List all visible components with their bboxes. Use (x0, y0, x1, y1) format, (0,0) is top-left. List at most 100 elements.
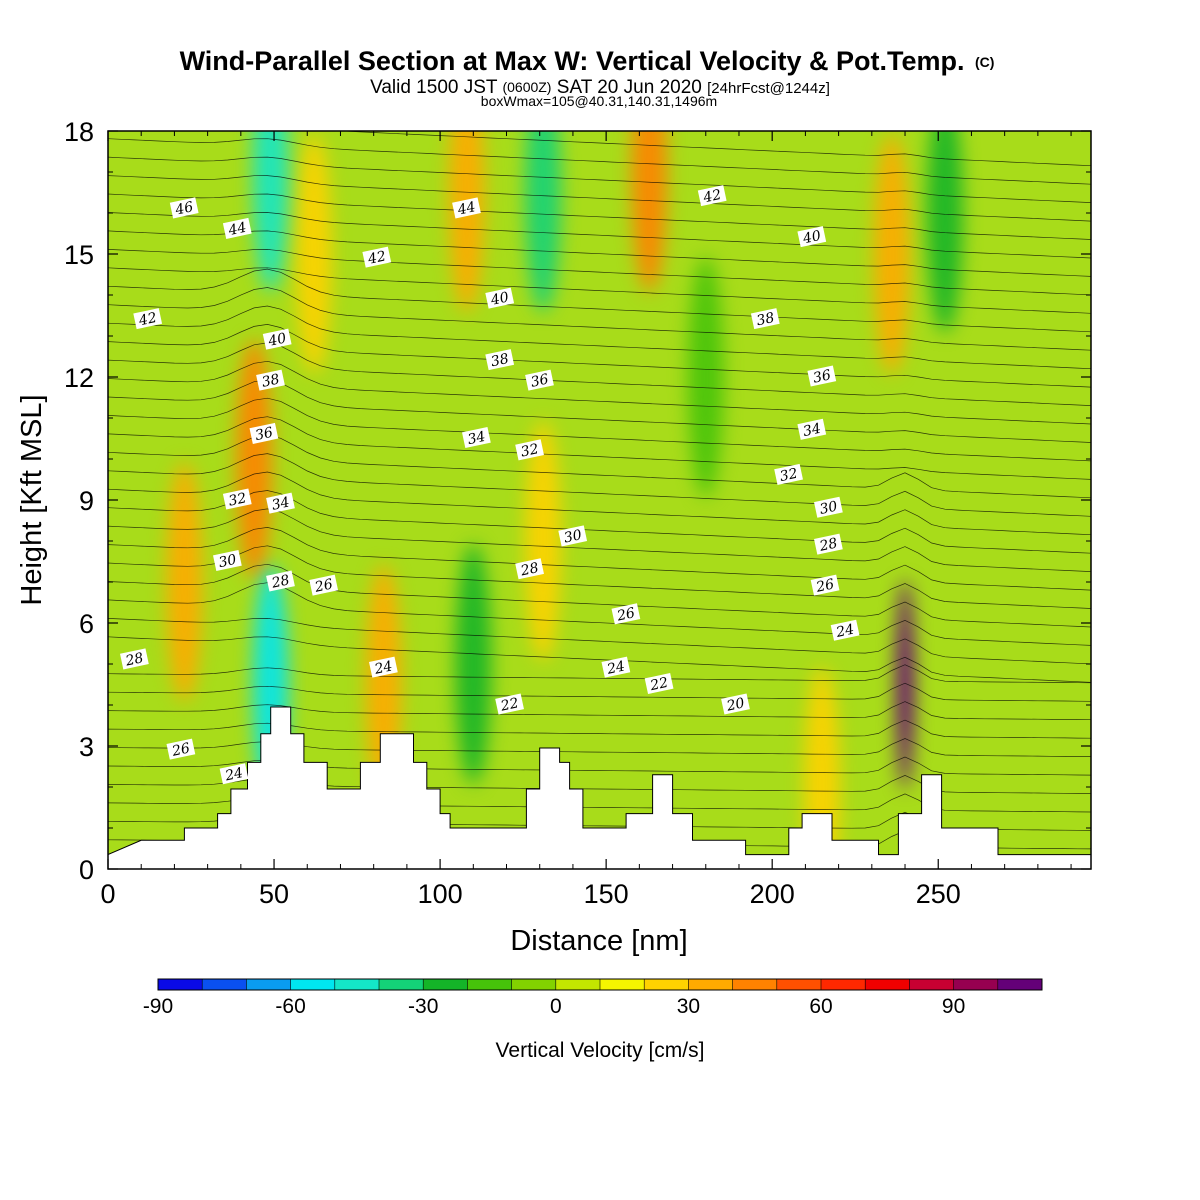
theta-contour-label: 40 (797, 226, 827, 248)
theta-label-text: 38 (755, 310, 776, 329)
theta-label-text: 44 (226, 220, 248, 240)
theta-contour-line (108, 305, 1091, 370)
colorbar-swatch (821, 979, 866, 990)
theta-contour-label: 38 (256, 369, 285, 391)
theta-label-box (249, 422, 279, 444)
colorbar-swatch (467, 979, 512, 990)
theta-contour-label: 24 (219, 763, 249, 785)
velocity-feature (873, 134, 910, 374)
theta-contour-label: 32 (774, 463, 803, 485)
theta-label-text: 24 (223, 765, 245, 785)
theta-label-box (774, 463, 803, 485)
theta-label-text: 30 (217, 552, 238, 571)
theta-label-text: 24 (372, 658, 394, 678)
theta-contour-line (108, 212, 1091, 259)
theta-contour-label: 36 (525, 369, 554, 391)
theta-label-text: 28 (817, 535, 839, 555)
theta-label-box (525, 369, 554, 391)
theta-label-text: 40 (489, 289, 511, 309)
theta-label-text: 32 (778, 466, 799, 485)
theta-contour-line (108, 360, 1091, 425)
theta-label-text: 46 (173, 199, 195, 219)
velocity-feature (455, 544, 492, 784)
colorbar-swatch (290, 979, 336, 990)
colorbar-swatch (423, 979, 468, 990)
theta-contour-label: 30 (814, 496, 843, 518)
theta-label-box (750, 308, 780, 330)
theta-label-box (256, 369, 285, 391)
theta-contour-line (108, 416, 1091, 480)
theta-label-text: 40 (801, 228, 823, 248)
colorbar-tick-label: 0 (550, 995, 562, 1018)
theta-label-text: 24 (605, 658, 627, 678)
theta-label-text: 36 (254, 425, 275, 444)
theta-label-text: 40 (266, 330, 288, 350)
theta-label-box (830, 619, 860, 641)
theta-label-box (462, 426, 491, 449)
colorbar: -90 -60 -30 0 30 60 90 (143, 978, 1043, 1018)
colorbar-swatch (909, 979, 954, 990)
theta-label-box (213, 549, 242, 572)
theta-contour-line (108, 175, 1091, 222)
colorbar-swatch (202, 979, 247, 990)
theta-label-box (644, 672, 674, 695)
theta-label-box (120, 648, 149, 670)
theta-contour-line (108, 636, 1091, 683)
y-tick-label: 9 (79, 486, 94, 516)
theta-label-text: 20 (724, 695, 746, 715)
theta-label-text: 26 (814, 576, 836, 596)
theta-label-text: 36 (529, 371, 550, 390)
colorbar-tick-label: -30 (408, 995, 438, 1018)
theta-contour-line (108, 268, 1091, 333)
theta-contour-line (108, 701, 1091, 721)
velocity-feature (252, 131, 289, 292)
colorbar-swatch (600, 979, 645, 990)
theta-label-text: 44 (455, 199, 477, 219)
theta-label-text: 22 (648, 675, 670, 695)
theta-contour-label: 38 (485, 349, 515, 371)
theta-label-box (485, 349, 515, 371)
theta-contour-label: 34 (462, 426, 491, 449)
theta-label-text: 42 (137, 310, 159, 330)
theta-contour-label: 42 (362, 246, 392, 268)
theta-label-text: 28 (518, 560, 540, 580)
theta-label-text: 38 (490, 351, 511, 370)
theta-label-box (495, 693, 524, 715)
velocity-feature (926, 131, 963, 333)
colorbar-tick-label: -60 (275, 995, 305, 1018)
theta-label-text: 34 (802, 421, 823, 440)
theta-label-box (262, 328, 292, 350)
theta-contour-label: 28 (266, 570, 295, 592)
colorbar-tick-label: 60 (809, 995, 832, 1018)
velocity-feature (687, 257, 724, 497)
x-axis-label: Distance [nm] (510, 925, 687, 957)
y-tick-label: 6 (79, 609, 94, 639)
theta-contour-line (108, 324, 1091, 388)
chart-subtitle: Valid 1500 JST (0600Z) SAT 20 Jun 2020 [… (370, 76, 830, 98)
theta-label-box (601, 656, 631, 678)
x-tick-label: 200 (750, 879, 795, 909)
theta-label-text: 36 (812, 367, 833, 386)
theta-contour-label: 38 (750, 308, 780, 330)
theta-contour-line (108, 397, 1091, 462)
theta-label-text: 34 (466, 429, 487, 448)
theta-contour-label: 22 (495, 693, 524, 715)
theta-label-box (266, 570, 295, 592)
velocity-feature (525, 131, 562, 313)
theta-contour-line (108, 287, 1091, 351)
theta-contour-line (108, 193, 1091, 240)
theta-label-box (133, 308, 163, 330)
theta-contour-line (108, 682, 1091, 702)
theta-contour-line (108, 138, 1091, 185)
theta-contour-label: 26 (309, 574, 339, 596)
colorbar-swatch (334, 979, 380, 990)
theta-contour-label: 28 (515, 558, 544, 580)
theta-contour-line (339, 131, 1091, 167)
theta-contour-label: 30 (558, 525, 588, 547)
theta-label-box (222, 217, 252, 239)
x-tick-label: 150 (584, 879, 629, 909)
theta-label-box (797, 418, 827, 440)
velocity-feature-core (900, 624, 911, 745)
x-axis: 0 50 100 150 200 250 (100, 131, 1072, 909)
theta-contour-label: 32 (222, 488, 252, 510)
